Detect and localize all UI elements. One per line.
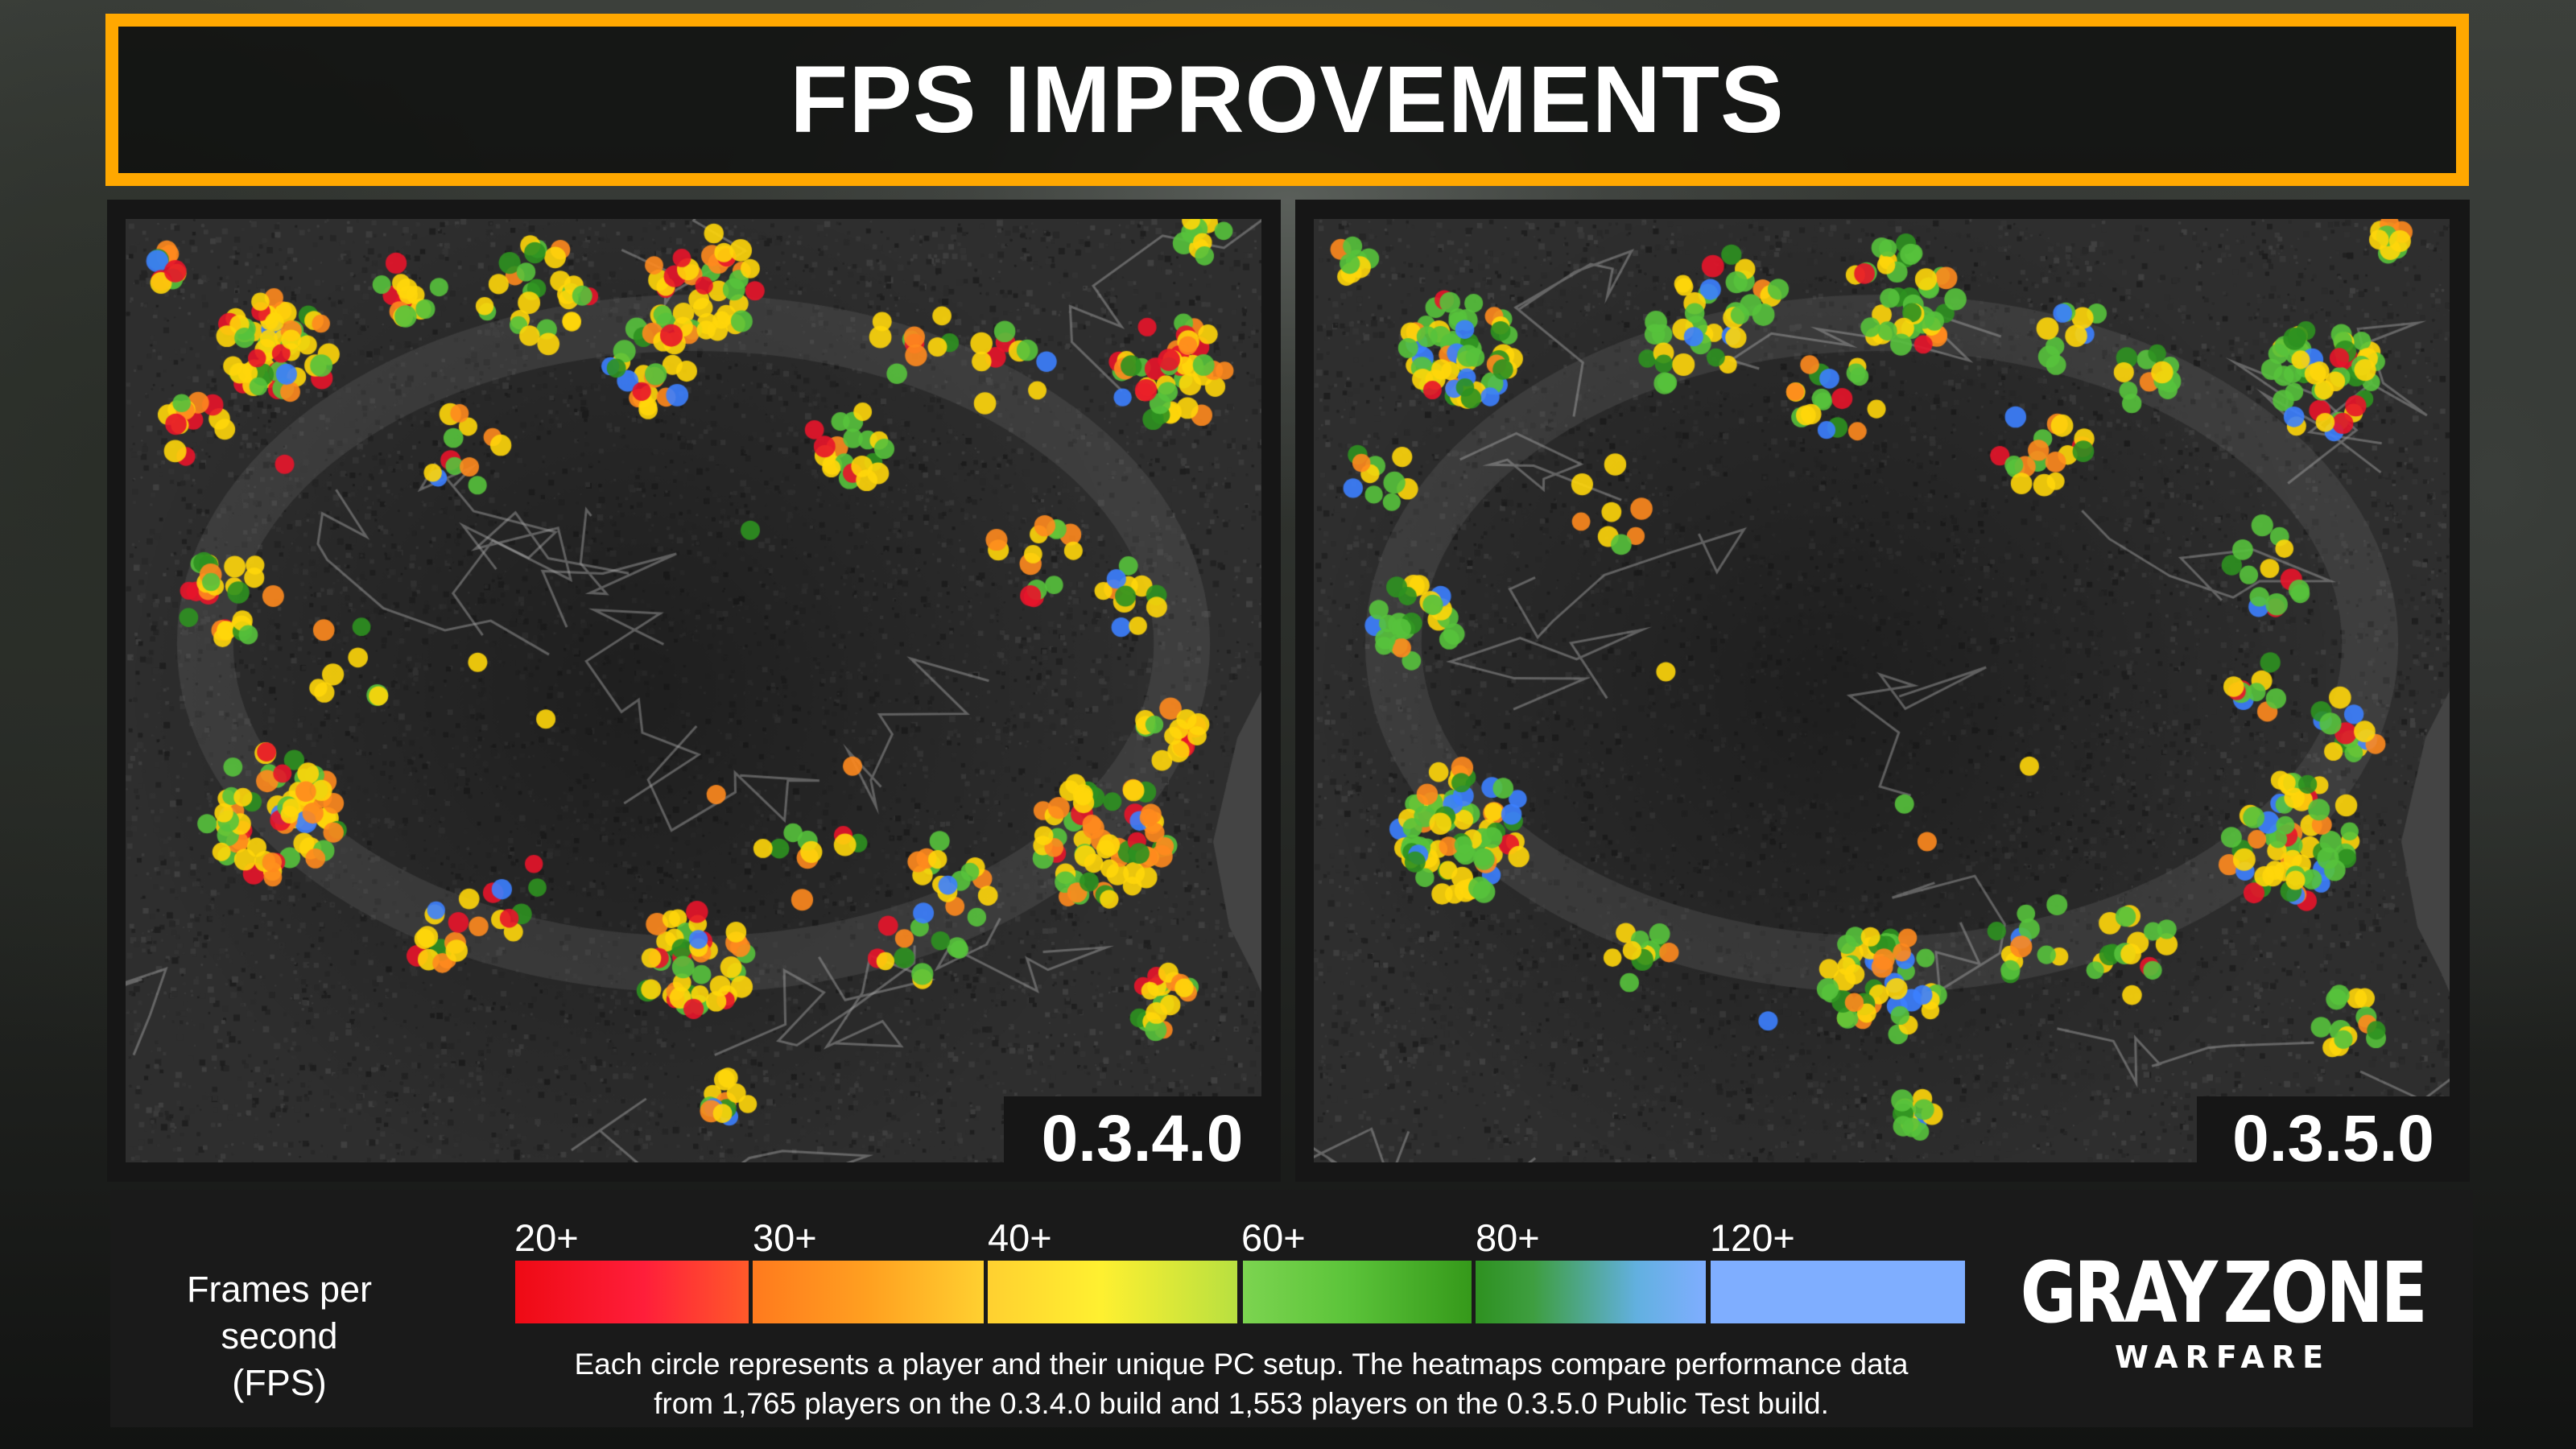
heatmap-canvas xyxy=(1314,219,2450,1162)
tick-label: 40+ xyxy=(988,1216,1052,1259)
logo-word-zone: ZONE xyxy=(2223,1244,2428,1342)
heatmap-canvas xyxy=(126,219,1261,1162)
map-panel-old: 0.3.4.0 xyxy=(107,200,1281,1182)
version-badge: 0.3.5.0 xyxy=(2197,1096,2470,1182)
legend-title: Frames per second (FPS) xyxy=(134,1266,424,1406)
heatmap-old-build xyxy=(126,219,1261,1162)
color-bar-60 xyxy=(1243,1261,1472,1323)
page-title: FPS IMPROVEMENTS xyxy=(790,47,1785,153)
tick-label: 120+ xyxy=(1710,1216,1795,1259)
color-bar-80 xyxy=(1476,1261,1706,1323)
tick-label: 60+ xyxy=(1241,1216,1306,1259)
version-label: 0.3.4.0 xyxy=(1041,1102,1244,1175)
color-bar-20 xyxy=(515,1261,749,1323)
caption-line2: from 1,765 players on the 0.3.4.0 build … xyxy=(654,1387,1829,1420)
logo-word-gray: GRAY xyxy=(2020,1244,2218,1342)
legend-caption: Each circle represents a player and thei… xyxy=(505,1344,1978,1423)
color-bar-40 xyxy=(988,1261,1237,1323)
legend-title-line2: (FPS) xyxy=(232,1362,327,1403)
map-panel-new: 0.3.5.0 xyxy=(1295,200,2470,1182)
title-banner: FPS IMPROVEMENTS xyxy=(105,14,2469,186)
tick-label: 20+ xyxy=(514,1216,579,1259)
heatmap-new-build xyxy=(1314,219,2450,1162)
tick-label: 30+ xyxy=(753,1216,817,1259)
version-label: 0.3.5.0 xyxy=(2232,1102,2434,1175)
gray-zone-warfare-logo: GRAY ZONE WARFARE xyxy=(2017,1244,2428,1383)
tick-label: 80+ xyxy=(1476,1216,1540,1259)
color-bar-120 xyxy=(1711,1261,1965,1323)
caption-line1: Each circle represents a player and thei… xyxy=(574,1348,1909,1381)
legend-title-line1: Frames per second xyxy=(186,1269,373,1356)
color-bar-30 xyxy=(753,1261,984,1323)
logo-word-warfare: WARFARE xyxy=(2114,1340,2331,1375)
fps-legend: Frames per second (FPS) 20+ 30+ 40+ 60+ … xyxy=(110,1190,2473,1427)
version-badge: 0.3.4.0 xyxy=(1004,1096,1281,1182)
